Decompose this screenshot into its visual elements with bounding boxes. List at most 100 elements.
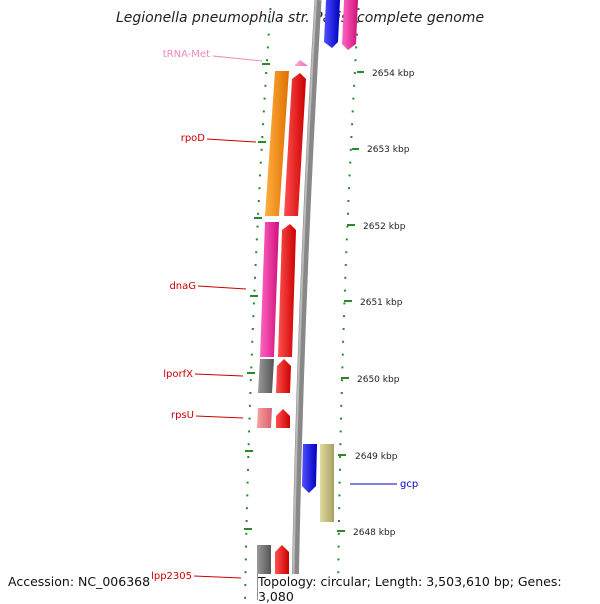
ring-dot	[244, 584, 247, 586]
ring-dot	[256, 225, 259, 228]
ring-dot	[347, 200, 350, 202]
ring-dot	[340, 404, 343, 407]
ring-dot	[262, 110, 265, 113]
ring-dot	[250, 366, 253, 369]
scale-label-2652: 2652 kbp	[363, 222, 406, 232]
scale-label-2651: 2651 kbp	[360, 298, 403, 308]
label-gcp: gcp	[400, 479, 418, 490]
ring-dot	[357, 8, 360, 10]
ring-dot	[244, 596, 247, 599]
ring-dot	[255, 251, 258, 254]
ring-dot	[249, 379, 252, 382]
ring-dot	[338, 507, 341, 510]
ring-dot	[338, 481, 341, 484]
ring-dot	[247, 456, 250, 458]
ring-dot	[341, 379, 343, 382]
ring-dot	[268, 20, 271, 23]
ring-dot	[251, 328, 254, 330]
ring-dot	[354, 59, 357, 62]
map-title: Legionella pneumophila str. Paris, compl…	[115, 10, 485, 26]
ring-dot	[349, 161, 352, 164]
ring-dot	[353, 72, 356, 74]
ring-dot	[350, 136, 353, 138]
ring-dot	[337, 571, 340, 574]
ring-dot	[248, 430, 251, 433]
ring-dot	[349, 148, 352, 151]
outer-dotted-ring	[337, 8, 360, 599]
feature-rpsu-salmon	[257, 408, 272, 428]
ring-dot	[351, 123, 354, 126]
ring-dot	[252, 315, 255, 318]
feature-rpod-orange	[265, 71, 289, 216]
ring-dot	[339, 443, 342, 446]
inner-dotted-ring	[244, 8, 272, 599]
ring-dot	[265, 72, 268, 74]
ring-dot	[353, 84, 356, 87]
ring-dot	[245, 545, 247, 548]
ring-dot	[343, 302, 346, 305]
feature-rpsu-red	[276, 409, 290, 428]
scale-label-2649: 2649 kbp	[355, 452, 398, 462]
ring-dot	[346, 225, 349, 228]
ring-dot	[339, 430, 342, 433]
ring-dot	[351, 110, 354, 113]
ring-dot	[262, 123, 265, 126]
ring-dot	[266, 59, 268, 62]
label-lpp2305: lpp2305	[151, 571, 192, 582]
ring-dot	[338, 494, 341, 497]
scale-label-2654: 2654 kbp	[372, 69, 415, 79]
ring-dot	[251, 340, 254, 343]
ring-dot	[263, 97, 266, 100]
ring-dot	[254, 276, 256, 279]
ring-dot	[244, 571, 247, 574]
feature-trna-met	[294, 60, 308, 66]
ring-dot	[343, 289, 346, 292]
ring-dot	[344, 276, 347, 279]
ring-dot	[267, 33, 270, 36]
ring-dot	[247, 468, 249, 471]
feature-rpod-red	[284, 73, 306, 216]
ring-dot	[257, 212, 260, 215]
ring-dot	[340, 417, 342, 420]
ring-dot	[245, 507, 248, 510]
label-trna-met: tRNA-Met	[163, 49, 210, 60]
ring-dot	[245, 532, 248, 535]
feature-dnag-magenta	[260, 222, 279, 357]
feature-lporfx-red	[276, 359, 291, 393]
ring-dot	[339, 456, 342, 458]
label-lporfx: lporfX	[163, 369, 193, 380]
label-dnag: dnaG	[169, 281, 196, 292]
leader-trna-met	[212, 55, 263, 62]
ring-dot	[247, 443, 250, 446]
ring-dot	[348, 174, 351, 177]
ring-dot	[356, 20, 359, 23]
ring-dot	[341, 366, 344, 369]
accession-text: Accession: NC_006368	[8, 574, 151, 589]
ring-dot	[345, 251, 348, 254]
topology-text: Topology: circular; Length: 3,503,610 bp…	[258, 574, 600, 604]
leader-lpp2305	[193, 575, 242, 579]
feature-lporfx-gray	[258, 359, 274, 393]
ring-dot	[356, 33, 358, 36]
ring-dot	[341, 353, 344, 356]
ring-dot	[337, 545, 340, 548]
feature-dnag-red	[278, 224, 296, 357]
feature-blue-top	[324, 0, 340, 48]
ring-dot	[338, 468, 341, 471]
ring-dot	[245, 520, 248, 522]
leader-lporfx	[194, 373, 244, 377]
genome-backbone-highlight	[292, 0, 317, 600]
ring-dot	[249, 392, 252, 394]
scale-label-2648: 2648 kbp	[353, 528, 396, 538]
ring-dot	[255, 238, 258, 241]
ring-dot	[248, 404, 251, 407]
ring-dot	[257, 200, 260, 202]
scale-ticks: 2654 kbp 2653 kbp 2652 kbp 2651 kbp 2650…	[244, 63, 415, 538]
feature-gcp-khaki	[320, 444, 334, 522]
ring-dot	[259, 174, 262, 177]
ring-dot	[352, 97, 355, 100]
ring-dot	[344, 264, 347, 266]
leader-rpsu	[195, 415, 244, 419]
ring-dot	[254, 264, 257, 266]
